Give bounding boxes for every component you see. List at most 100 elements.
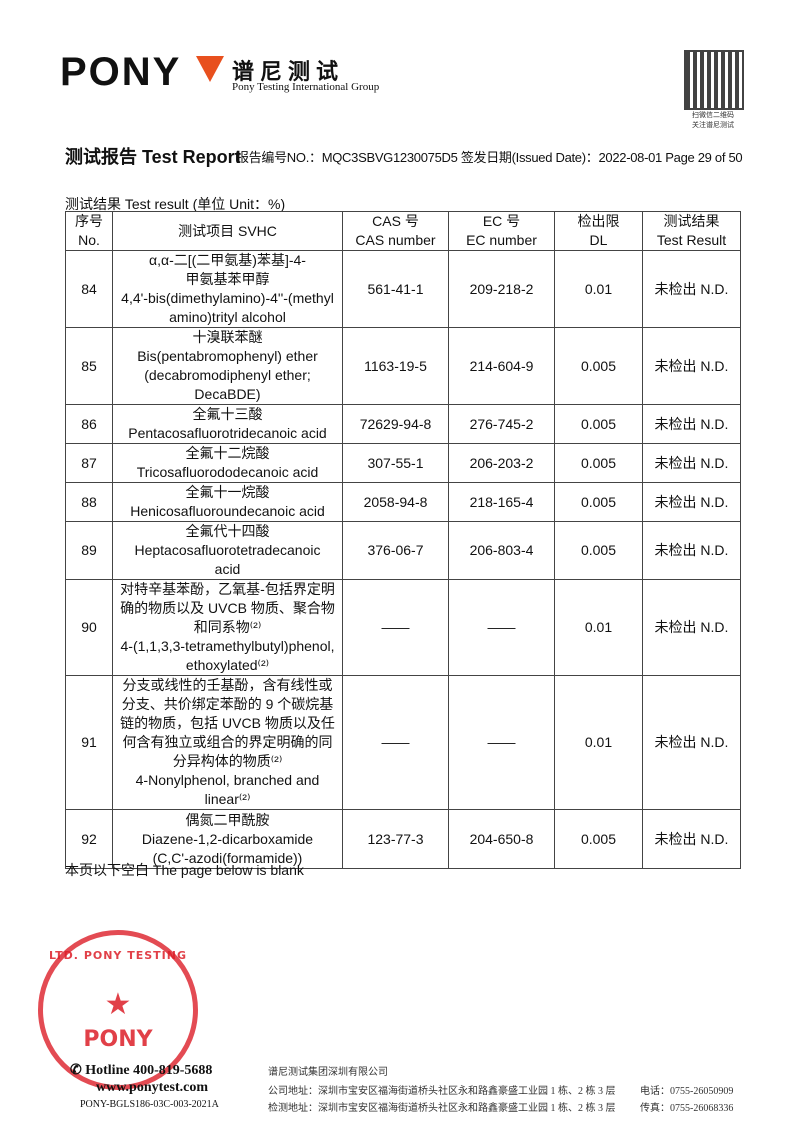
substance-name-line: Pentacosafluorotridecanoic acid	[128, 425, 327, 441]
column-header-line: Test Result	[656, 232, 727, 248]
substance-name-line: Tricosafluorododecanoic acid	[136, 464, 319, 480]
footer-fax: 传真：0755-26068336	[640, 1103, 734, 1114]
substance-name-line: linear⁽²⁾	[204, 791, 251, 807]
table-row: 88 全氟十一烷酸 Henicosafluoroundecanoic acid 205…	[65, 482, 741, 522]
column-header: 检出限 DL	[554, 211, 643, 251]
substance-name-line: (C,C'-azodi(formamide))	[152, 849, 303, 866]
hotline: ✆ Hotline 400-819-5688	[70, 1063, 213, 1078]
qr-caption: 关注谱尼测试	[692, 121, 734, 129]
table-row: 85 十溴联苯醚 Bis(pentabromophenyl) ether (decab…	[65, 327, 741, 405]
cell-result: 未检出 N.D.	[642, 443, 741, 483]
seal-ring-text: LTD. PONY TESTING	[48, 949, 188, 962]
substance-name-line: 4-Nonylphenol, branched and	[135, 772, 320, 788]
svhc-table: 序号 No. 测试项目 SVHC CAS 号 CAS number EC 号 EC numb…	[65, 211, 741, 869]
column-header: EC 号 EC number	[448, 211, 555, 251]
substance-name-line: amino)trityl alcohol	[169, 309, 286, 325]
cell-cas: 1163-19-5	[342, 327, 449, 405]
qr-caption: 扫微信二维码	[692, 111, 734, 119]
footer-phone: 电话：0755-26050909	[640, 1086, 734, 1097]
cell-dl: 0.005	[554, 482, 643, 522]
cell-cas: 72629-94-8	[342, 404, 449, 444]
footer-lab-address: 检测地址：深圳市宝安区福海街道桥头社区永和路鑫豪盛工业园 1 栋、2 栋 3 层	[268, 1103, 616, 1114]
column-header: 序号 No.	[65, 211, 113, 251]
cell-dl: 0.005	[554, 809, 643, 869]
phone-icon: ✆	[70, 1063, 82, 1078]
cell-cas: 2058-94-8	[342, 482, 449, 522]
substance-name-line: DecaBDE)	[194, 386, 261, 402]
column-header-line: 测试项目 SVHC	[178, 222, 277, 239]
footer-company: 谱尼测试集团深圳有限公司	[268, 1067, 388, 1078]
substance-name-line: 链的物质，包括 UVCB 物质以及任	[120, 715, 335, 731]
form-code: PONY-BGLS186-03C-003-2021A	[80, 1099, 219, 1110]
substance-name-line: 和同系物⁽²⁾	[193, 619, 262, 635]
column-header-line: 序号	[75, 213, 103, 229]
cell-ec: 204-650-8	[448, 809, 555, 869]
cell-cas: 307-55-1	[342, 443, 449, 483]
table-row: 87 全氟十二烷酸 Tricosafluorododecanoic acid 307-…	[65, 443, 741, 483]
cell-name: 分支或线性的壬基酚，含有线性或 分支、共价绑定苯酚的 9 个碳烷基 链的物质，包括 …	[112, 675, 343, 810]
cell-result: 未检出 N.D.	[642, 404, 741, 444]
cell-result: 未检出 N.D.	[642, 482, 741, 522]
substance-name-line: 4-(1,1,3,3-tetramethylbutyl)phenol,	[120, 638, 335, 654]
cell-no: 86	[65, 404, 113, 444]
footer-address: 公司地址：深圳市宝安区福海街道桥头社区永和路鑫豪盛工业园 1 栋、2 栋 3 层	[268, 1086, 616, 1097]
cell-no: 87	[65, 443, 113, 483]
cell-no: 84	[65, 250, 113, 328]
cell-name: α,α-二[(二甲氨基)苯基]-4- 甲氨基苯甲醇 4,4'-bis(dimethy…	[112, 250, 343, 328]
cell-ec: 218-165-4	[448, 482, 555, 522]
cell-result: 未检出 N.D.	[642, 809, 741, 869]
blank-note: 本页以下空白 The page below is blank	[65, 862, 304, 878]
cell-dl: 0.01	[554, 579, 643, 676]
report-title: 测试报告 Test Report	[65, 147, 241, 167]
table-row: 90 对特辛基苯酚，乙氧基-包括界定明 确的物质以及 UVCB 物质、聚合物 和同系物…	[65, 579, 741, 676]
substance-name-line: 分支或线性的壬基酚，含有线性或	[122, 677, 333, 693]
substance-name-line: Diazene-1,2-dicarboxamide	[141, 830, 314, 847]
substance-name-line: α,α-二[(二甲氨基)苯基]-4-	[149, 252, 306, 268]
cell-dl: 0.005	[554, 404, 643, 444]
substance-name-line: ethoxylated⁽²⁾	[185, 657, 270, 673]
substance-name-line: 甲氨基苯甲醇	[185, 271, 270, 287]
table-row: 91 分支或线性的壬基酚，含有线性或 分支、共价绑定苯酚的 9 个碳烷基 链的物质，包…	[65, 675, 741, 810]
substance-name-line: Henicosafluoroundecanoic acid	[130, 503, 325, 519]
cell-cas: ——	[342, 579, 449, 676]
substance-name-line: 全氟十三酸	[192, 406, 263, 422]
company-seal: LTD. PONY TESTING ★ PONY	[38, 930, 198, 1090]
cell-cas: 561-41-1	[342, 250, 449, 328]
column-header-line: 测试结果	[663, 213, 720, 229]
cell-dl: 0.01	[554, 675, 643, 810]
substance-name-line: 全氟十二烷酸	[185, 445, 270, 461]
cell-result: 未检出 N.D.	[642, 579, 741, 676]
cell-no: 91	[65, 675, 113, 810]
cell-ec: 206-803-4	[448, 521, 555, 580]
substance-name-line: 十溴联苯醚	[192, 329, 263, 345]
cell-result: 未检出 N.D.	[642, 675, 741, 810]
cell-dl: 0.01	[554, 250, 643, 328]
column-header-line: DL	[589, 232, 608, 248]
substance-name-line: (decabromodiphenyl ether;	[144, 367, 311, 383]
substance-name-line: 对特辛基苯酚，乙氧基-包括界定明	[120, 581, 335, 597]
substance-name-line: 全氟十一烷酸	[185, 484, 270, 500]
cell-ec: 209-218-2	[448, 250, 555, 328]
column-header-line: CAS number	[355, 232, 436, 248]
cell-cas: 376-06-7	[342, 521, 449, 580]
column-header: CAS 号 CAS number	[342, 211, 449, 251]
substance-name-line: acid	[214, 561, 241, 577]
substance-name-line: Bis(pentabromophenyl) ether	[137, 348, 318, 364]
cell-result: 未检出 N.D.	[642, 250, 741, 328]
table-header-row: 序号 No. 测试项目 SVHC CAS 号 CAS number EC 号 EC numb…	[65, 211, 741, 251]
cell-ec: 206-203-2	[448, 443, 555, 483]
column-header-line: 检出限	[577, 213, 620, 229]
substance-name-line: Heptacosafluorotetradecanoic	[134, 542, 321, 558]
cell-ec: ——	[448, 579, 555, 676]
cell-cas: ——	[342, 675, 449, 810]
company-name-en: Pony Testing International Group	[232, 81, 380, 93]
column-header-line: No.	[78, 232, 100, 248]
substance-name-line: 确的物质以及 UVCB 物质、聚合物	[120, 600, 335, 616]
cell-dl: 0.005	[554, 327, 643, 405]
substance-name-line: 偶氮二甲酰胺	[185, 811, 270, 828]
company-name-cn: 谱尼测试	[232, 60, 345, 85]
cell-name: 全氟代十四酸 Heptacosafluorotetradecanoic acid	[112, 521, 343, 580]
cell-result: 未检出 N.D.	[642, 521, 741, 580]
star-icon: ★	[104, 987, 132, 1022]
